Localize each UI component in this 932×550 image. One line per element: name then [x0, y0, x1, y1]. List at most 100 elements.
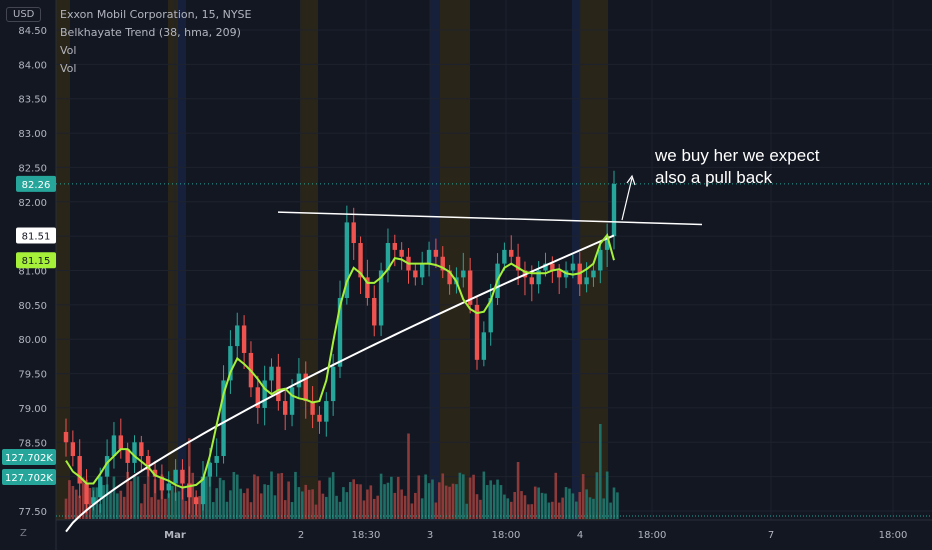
volume-bar [348, 482, 352, 519]
volume-bar [198, 496, 201, 519]
volume-bar [520, 491, 523, 519]
text-annotation[interactable]: we buy her we expect also a pull back [655, 145, 819, 189]
volume-bar [112, 476, 116, 519]
volume-bar [335, 495, 338, 519]
volume-bar [588, 497, 592, 519]
volume-bar [191, 472, 195, 519]
volume-bar [283, 500, 287, 519]
volume-bar [71, 485, 75, 519]
candle-body [118, 435, 123, 450]
candle-body [365, 277, 370, 298]
volume-bar [136, 476, 140, 519]
volume-bar [516, 462, 520, 519]
candle-body [591, 270, 596, 278]
candle-body [440, 256, 445, 271]
volume-bar [232, 471, 236, 519]
volume-bar [218, 477, 222, 519]
volume-bar [146, 466, 150, 519]
volume-bar [400, 489, 403, 519]
candle-body [447, 270, 452, 285]
candle-body [289, 387, 295, 415]
candle-body [413, 270, 418, 278]
volume-bar [239, 488, 242, 519]
candle-body [221, 380, 226, 457]
candle-body [330, 366, 336, 402]
x-tick-label: 18:00 [492, 530, 521, 541]
volume-bar [527, 504, 530, 519]
candle-body [358, 243, 363, 278]
volume-bar [472, 474, 475, 519]
candle-body [125, 449, 130, 463]
candle-body [604, 236, 610, 250]
y-tick-label: 80.00 [18, 335, 47, 346]
volume-bar [571, 493, 575, 519]
volume-bar [414, 492, 417, 519]
volume-bar [222, 480, 225, 519]
volume-bar [88, 488, 92, 519]
volume-bar [102, 485, 105, 519]
price-label: 127.702K [5, 453, 53, 464]
volume-bar [116, 493, 119, 519]
candle-body [207, 462, 213, 477]
candle-body [98, 476, 103, 498]
volume-bar [533, 486, 537, 519]
candle-body [372, 297, 377, 326]
volume-bar [581, 474, 585, 519]
candle-body [426, 249, 432, 264]
volume-bar [561, 497, 564, 519]
volume-bar [150, 497, 153, 519]
volume-bar [506, 498, 510, 519]
volume-bar [235, 474, 239, 519]
volume-bar [475, 494, 479, 519]
y-tick-label: 84.50 [18, 26, 47, 37]
volume-bar [434, 502, 438, 519]
candle-body [283, 401, 288, 415]
auto-scale-button[interactable]: Z [20, 528, 27, 539]
volume-bar [393, 492, 397, 519]
volume-bar [140, 503, 143, 519]
volume-bar [602, 498, 606, 519]
price-label-bg [2, 469, 56, 485]
volume-bar [249, 502, 253, 519]
volume-bar [431, 479, 434, 519]
volume-bar [438, 482, 441, 519]
volume-bar [386, 482, 390, 519]
candle-body [104, 456, 110, 477]
candle-body [139, 442, 144, 457]
price-label-bg [16, 227, 56, 244]
y-tick-label: 80.50 [18, 301, 47, 312]
y-tick-label: 77.50 [18, 507, 47, 518]
volume-bar [557, 502, 561, 519]
volume-bar [259, 493, 263, 519]
volume-bar [482, 471, 486, 519]
volume-bar [331, 472, 335, 519]
volume-bar [277, 473, 280, 519]
volume-bar [246, 488, 249, 519]
candle-body [461, 270, 466, 278]
volume-bar [164, 498, 167, 519]
volume-bar [568, 488, 571, 519]
volume-bar [307, 489, 311, 519]
volume-bar [318, 480, 321, 519]
volume-bar [366, 489, 369, 519]
volume-bar [530, 504, 534, 519]
chart-legend: Exxon Mobil Corporation, 15, NYSE Belkha… [60, 6, 252, 78]
y-tick-label: 83.00 [18, 129, 47, 140]
volume-bar [290, 502, 294, 519]
candle-body [84, 483, 89, 505]
belkhayate-fast-line [65, 232, 615, 489]
candle-body [296, 373, 302, 388]
symbol-title[interactable]: Exxon Mobil Corporation, 15, NYSE [60, 8, 252, 21]
volume-bar [537, 487, 540, 519]
volume-label-1[interactable]: Vol [60, 44, 77, 57]
volume-bar [64, 498, 68, 519]
currency-button[interactable]: USD [6, 7, 42, 22]
volume-label-2[interactable]: Vol [60, 62, 77, 75]
candle-body [276, 366, 281, 402]
indicator-label[interactable]: Belkhayate Trend (38, hma, 209) [60, 26, 241, 39]
volume-bar [462, 474, 465, 519]
volume-bar [468, 477, 472, 519]
belkhayate-slow-line [65, 234, 615, 533]
volume-bar [427, 483, 431, 519]
